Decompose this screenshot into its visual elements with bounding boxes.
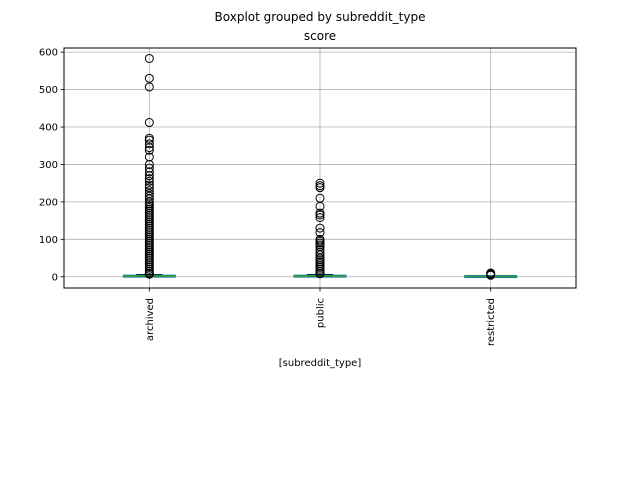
flier-point <box>144 152 154 162</box>
flier-point <box>315 269 325 279</box>
x-tick-label: restricted <box>486 298 497 346</box>
flier-point <box>144 145 154 155</box>
x-axis-label: [subreddit_type] <box>279 358 362 369</box>
flier-point <box>315 178 325 188</box>
flier-point <box>315 213 325 223</box>
flier-point <box>144 163 154 173</box>
y-tick-label: 400 <box>39 123 58 134</box>
y-tick-label: 500 <box>39 85 58 96</box>
chart-title: score <box>304 29 336 43</box>
flier-point <box>315 250 325 260</box>
flier-point <box>144 82 154 92</box>
flier-point <box>144 174 154 184</box>
flier-point <box>144 53 154 63</box>
y-tick-label: 0 <box>52 272 58 283</box>
flier-point <box>144 194 154 204</box>
grid-layer <box>64 48 576 288</box>
flier-point <box>144 269 154 279</box>
y-tick-label: 200 <box>39 197 58 208</box>
y-tick-label: 300 <box>39 160 58 171</box>
box-group-restricted <box>464 268 518 280</box>
box-group-public <box>293 178 347 279</box>
flier-point <box>144 118 154 128</box>
flier-point <box>315 223 325 233</box>
flier-point <box>144 143 154 153</box>
flier-point <box>315 210 325 220</box>
y-tick-label: 600 <box>39 48 58 59</box>
chart-suptitle: Boxplot grouped by subreddit_type <box>215 10 426 24</box>
flier-point <box>315 247 325 257</box>
flier-point <box>315 228 325 238</box>
box-group-archived <box>122 53 176 279</box>
flier-point <box>315 201 325 211</box>
flier-point <box>144 183 154 193</box>
flier-point <box>144 176 154 186</box>
x-tick-label: public <box>316 298 327 328</box>
flier-point <box>144 171 154 181</box>
flier-point <box>144 135 154 145</box>
flier-point <box>144 73 154 83</box>
data-layer <box>122 53 518 280</box>
flier-point <box>315 183 325 193</box>
flier-point <box>144 180 154 190</box>
flier-point <box>144 167 154 177</box>
axis-layer: 0 100 200 300 400 500 600 archived public restric… <box>39 48 497 346</box>
x-tick-label: archived <box>145 298 156 341</box>
flier-point <box>144 139 154 149</box>
flier-point <box>486 270 496 280</box>
flier-point <box>144 191 154 201</box>
flier-point <box>144 159 154 169</box>
y-tick-label: 100 <box>39 235 58 246</box>
